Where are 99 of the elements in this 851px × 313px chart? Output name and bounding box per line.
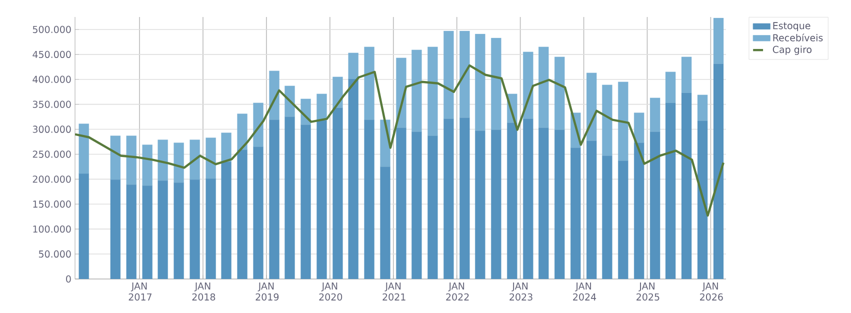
- bar: [110, 136, 120, 180]
- y-tick-label: 100.000: [33, 225, 71, 233]
- x-tick-label: JAN 2026: [700, 282, 723, 301]
- y-tick-label: 450.000: [32, 50, 71, 58]
- bar: [412, 132, 422, 279]
- x-tick-label: JAN 2024: [573, 282, 596, 301]
- bar: [586, 72, 597, 141]
- y-tick-label: 0: [66, 275, 71, 283]
- bar: [269, 120, 280, 279]
- bar: [491, 38, 502, 130]
- bar: [713, 18, 724, 64]
- bar: [126, 184, 136, 279]
- bar: [126, 136, 136, 185]
- bar: [142, 144, 152, 186]
- bar: [412, 50, 422, 132]
- bar: [332, 76, 343, 108]
- legend-label: Recebíveis: [773, 34, 823, 42]
- bar: [206, 178, 216, 279]
- bar: [364, 120, 374, 279]
- bar: [348, 78, 358, 279]
- y-tick-label: 350.000: [32, 100, 71, 108]
- y-tick-label: 300.000: [32, 126, 71, 133]
- bar: [665, 72, 676, 103]
- bar: [253, 146, 264, 279]
- y-tick-label: 400.000: [32, 76, 71, 83]
- bar: [713, 64, 724, 279]
- x-tick-label: JAN 2025: [636, 282, 660, 301]
- bar: [428, 46, 438, 136]
- bar: [460, 30, 470, 118]
- bar: [618, 160, 628, 279]
- bar: [570, 148, 581, 279]
- bar: [475, 130, 486, 279]
- bar: [78, 124, 89, 174]
- bar: [475, 34, 486, 131]
- bar: [221, 162, 232, 279]
- bar: [507, 122, 518, 279]
- legend-label: Cap giro: [772, 46, 812, 55]
- bar: [158, 180, 168, 279]
- bar: [174, 142, 184, 183]
- bar: [634, 112, 644, 143]
- bar: [602, 156, 612, 279]
- y-tick-label: 200.000: [32, 176, 71, 183]
- bar: [190, 140, 200, 180]
- bar: [444, 118, 454, 279]
- bar: [586, 140, 597, 279]
- bar: [316, 94, 327, 120]
- x-tick-label: JAN 2021: [382, 282, 406, 301]
- bar: [332, 108, 343, 279]
- bar: [538, 128, 549, 279]
- bar: [681, 92, 692, 279]
- y-tick-label: 50.000: [38, 250, 71, 258]
- bar: [316, 120, 327, 279]
- bar: [142, 186, 152, 279]
- bar: [634, 142, 644, 279]
- bar: [174, 182, 184, 279]
- bar: [284, 116, 295, 279]
- bar: [618, 82, 628, 161]
- bar: [681, 56, 692, 93]
- bar: [538, 46, 549, 128]
- bar: [650, 132, 660, 279]
- x-tick-label: JAN 2020: [319, 282, 342, 301]
- x-tick-label: JAN 2022: [446, 282, 469, 301]
- bar: [650, 98, 660, 132]
- x-tick-label: JAN 2019: [256, 282, 279, 301]
- line-series: [75, 64, 724, 217]
- bar: [380, 166, 390, 279]
- x-tick-label: JAN 2017: [128, 282, 152, 301]
- bar: [237, 150, 248, 279]
- x-tick-label: JAN 2018: [192, 282, 216, 301]
- bar: [158, 140, 168, 181]
- bar: [221, 132, 232, 162]
- bar: [697, 94, 708, 121]
- bar: [348, 52, 358, 79]
- bar: [460, 118, 470, 279]
- bar: [206, 138, 216, 179]
- bar: [190, 180, 200, 279]
- bar: [396, 128, 406, 279]
- bar: [110, 180, 120, 279]
- bar: [364, 46, 374, 120]
- x-tick-label: JAN 2023: [510, 282, 532, 301]
- bar: [444, 30, 454, 119]
- bar: [253, 102, 264, 147]
- bar: [665, 102, 676, 279]
- bar: [78, 174, 89, 279]
- bar: [554, 56, 565, 130]
- bar: [428, 136, 438, 279]
- legend-label: Estoque: [773, 22, 810, 32]
- bar: [554, 130, 565, 279]
- bar: [269, 70, 280, 120]
- bar: [491, 130, 502, 279]
- y-tick-label: 250.000: [32, 150, 71, 158]
- bar: [697, 120, 708, 279]
- bar: [237, 114, 248, 150]
- bar: [300, 124, 311, 279]
- bar: [602, 84, 612, 156]
- y-tick-label: 150.000: [33, 200, 71, 208]
- bar: [523, 52, 534, 119]
- y-tick-label: 500.000: [32, 26, 71, 34]
- bar: [523, 118, 534, 279]
